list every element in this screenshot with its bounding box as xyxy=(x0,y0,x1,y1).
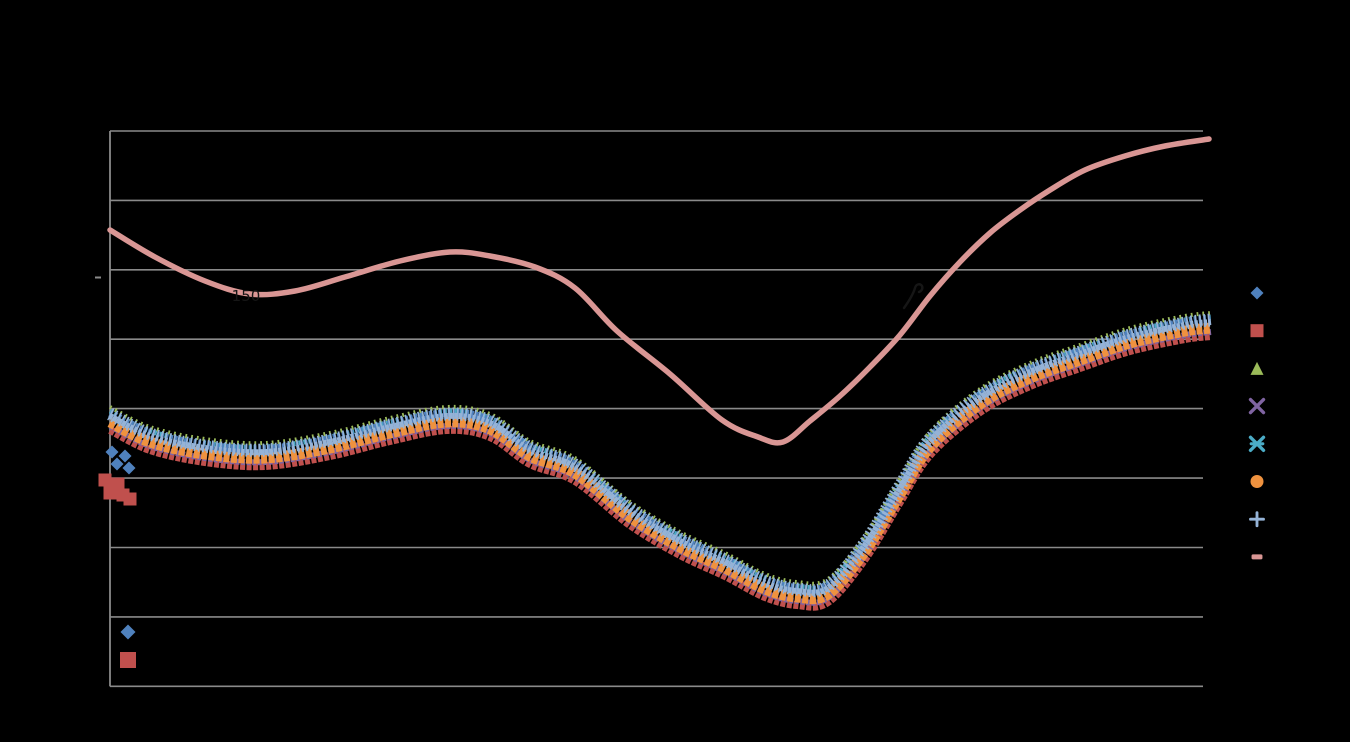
square-marker-icon xyxy=(103,486,117,500)
band-layer xyxy=(108,332,1212,611)
data-label-150: 150 xyxy=(232,287,261,305)
ink-squiggle-mark xyxy=(902,283,924,310)
legend-item-square[interactable] xyxy=(1250,324,1264,338)
legend-asterisk-icon xyxy=(1248,435,1266,452)
pink-series-line xyxy=(107,136,1212,446)
legend-triangle-icon xyxy=(1250,361,1264,375)
band-layer xyxy=(108,314,1212,591)
legend-item-plus[interactable] xyxy=(1249,511,1265,528)
square-marker-icon xyxy=(123,492,137,506)
band-layer xyxy=(109,311,1212,586)
series-marker-band xyxy=(106,311,1212,611)
square-low-point-icon xyxy=(120,652,136,668)
square-marker-icon xyxy=(98,473,112,487)
diamond-marker-icon xyxy=(118,449,132,463)
diamond-low-point-icon xyxy=(120,624,136,640)
legend-item-circle[interactable] xyxy=(1250,475,1264,488)
annotations: 150 xyxy=(232,283,924,310)
legend-square-icon xyxy=(1250,324,1264,338)
diamond-marker-icon xyxy=(110,457,124,471)
legend-circle-icon xyxy=(1250,475,1264,488)
legend-diamond-icon xyxy=(1250,286,1264,300)
legend-item-asterisk[interactable] xyxy=(1248,435,1266,452)
gridlines xyxy=(95,130,1203,688)
legend-plus-icon xyxy=(1249,511,1265,528)
band-layer xyxy=(108,319,1212,596)
legend xyxy=(1248,286,1266,560)
legend-item-diamond[interactable] xyxy=(1250,286,1264,300)
legend-item-x[interactable] xyxy=(1248,397,1266,415)
legend-x-icon xyxy=(1248,397,1266,415)
diamond-marker-icon xyxy=(105,445,119,459)
stray-start-markers xyxy=(98,445,137,668)
diamond-marker-icon xyxy=(122,461,136,475)
legend-item-triangle[interactable] xyxy=(1250,361,1264,375)
band-layer xyxy=(107,322,1212,605)
legend-item-dash[interactable] xyxy=(1251,554,1263,560)
legend-dash-icon xyxy=(1251,554,1263,560)
